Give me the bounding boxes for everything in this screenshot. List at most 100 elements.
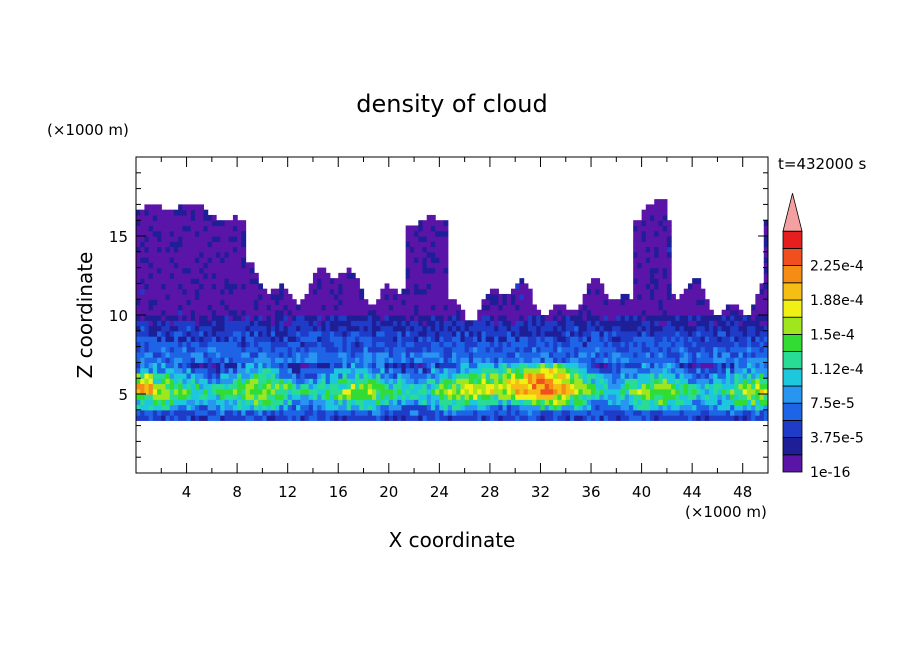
density-cell [418, 241, 424, 248]
density-cell [641, 367, 647, 374]
density-cell [586, 367, 592, 374]
density-cell [658, 378, 664, 385]
density-cell [679, 341, 685, 348]
density-cell [426, 383, 432, 390]
density-cell [262, 299, 268, 306]
density-cell [317, 278, 322, 284]
density-cell [342, 330, 348, 337]
density-cell [216, 351, 221, 358]
density-cell [165, 246, 171, 253]
density-cell [228, 383, 234, 390]
density-cell [165, 209, 171, 216]
density-cell [253, 304, 259, 311]
density-cell [734, 409, 740, 416]
density-cell [161, 309, 167, 316]
density-cell [515, 372, 521, 379]
density-cell [641, 262, 647, 269]
density-cell [637, 378, 643, 385]
density-cell [186, 394, 192, 400]
density-cell [350, 288, 356, 295]
density-cell [557, 409, 563, 416]
density-cell [696, 336, 702, 342]
density-cell [245, 283, 251, 290]
density-cell [199, 299, 205, 306]
density-cell [582, 320, 588, 327]
density-cell [182, 304, 188, 311]
density-cell [405, 330, 411, 337]
density-cell [220, 283, 226, 290]
density-cell [650, 351, 655, 358]
density-cell [519, 320, 525, 327]
density-cell [759, 346, 765, 353]
density-cell [519, 362, 525, 369]
density-cell [173, 336, 179, 342]
density-cell [679, 383, 685, 390]
density-cell [409, 336, 415, 342]
density-cell [532, 367, 537, 374]
density-cell [755, 309, 761, 316]
density-cell [502, 367, 508, 374]
density-cell [746, 409, 752, 416]
density-cell [384, 299, 390, 306]
density-cell [304, 304, 310, 311]
density-cell [730, 315, 735, 321]
density-cell [178, 304, 183, 311]
density-cell [607, 383, 613, 390]
density-cell [645, 315, 651, 321]
density-cell [186, 415, 192, 421]
density-cell [249, 415, 255, 421]
density-cell [418, 272, 424, 279]
density-cell [203, 293, 209, 300]
density-cell [755, 336, 761, 342]
density-cell [334, 346, 339, 353]
density-cell [405, 236, 411, 242]
density-cell [582, 394, 588, 400]
density-cell [249, 309, 255, 316]
density-cell [742, 415, 748, 421]
density-cell [194, 341, 200, 348]
density-cell [148, 209, 154, 216]
density-cell [746, 362, 752, 369]
density-cell [468, 362, 474, 369]
density-cell [742, 351, 748, 358]
density-cell [216, 225, 221, 232]
density-cell [190, 346, 196, 353]
density-cell [671, 341, 676, 348]
density-cell [397, 325, 403, 332]
density-cell [536, 367, 542, 374]
density-cell [439, 225, 445, 232]
density-cell [338, 372, 344, 379]
density-cell [152, 267, 158, 274]
density-cell [734, 330, 740, 337]
density-cell [182, 367, 188, 374]
density-cell [658, 315, 664, 321]
density-cell [523, 293, 529, 300]
density-cell [350, 325, 356, 332]
density-cell [173, 341, 179, 348]
x-axis-label: X coordinate [389, 528, 516, 552]
density-cell [721, 357, 727, 363]
density-cell [683, 336, 689, 342]
density-cell [468, 415, 474, 421]
density-cell [751, 325, 756, 332]
density-cell [574, 309, 579, 316]
density-cell [220, 330, 226, 337]
density-cell [430, 404, 436, 411]
density-cell [157, 230, 162, 237]
density-cell [232, 372, 238, 379]
density-cell [620, 336, 626, 342]
density-cell [658, 299, 664, 306]
density-cell [435, 394, 440, 400]
density-cell [641, 415, 647, 421]
density-cell [321, 325, 327, 332]
density-cell [186, 409, 192, 416]
density-cell [350, 341, 356, 348]
density-cell [148, 220, 154, 227]
density-cell [645, 304, 651, 311]
colorbar-swatch [782, 230, 803, 249]
density-cell [742, 346, 748, 353]
density-cell [620, 341, 626, 348]
density-cell [561, 330, 567, 337]
density-cell [401, 320, 407, 327]
density-cell [371, 304, 377, 311]
